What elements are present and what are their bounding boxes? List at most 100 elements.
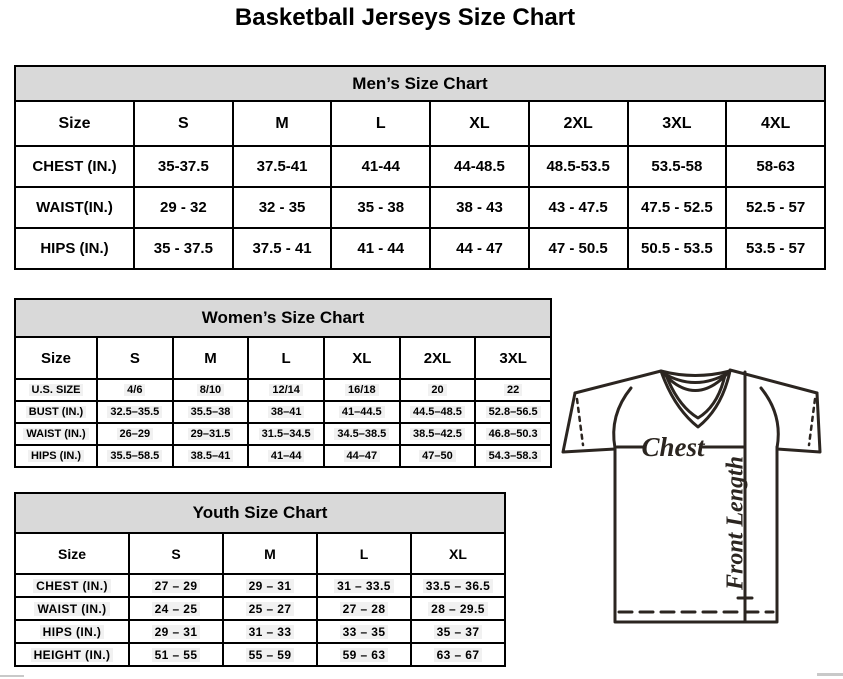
women-cell: 52.8–56.5 [474, 400, 552, 424]
women-column-header: 3XL [474, 336, 552, 380]
youth-column-header: XL [410, 532, 506, 575]
men-cell: 35-37.5 [133, 145, 234, 188]
men-cell: 53.5 - 57 [725, 227, 826, 270]
jersey-outline [561, 368, 822, 624]
women-row-label: U.S. SIZE [14, 378, 98, 402]
youth-cell: 28 – 29.5 [410, 596, 506, 621]
women-cell: 12/14 [247, 378, 325, 402]
women-cell: 35.5–38 [171, 400, 250, 424]
women-cell: 35.5–58.5 [96, 444, 174, 468]
youth-caption: Youth Size Chart [14, 492, 506, 534]
women-column-header: M [171, 336, 250, 380]
women-cell: 29–31.5 [171, 422, 250, 446]
men-row-label: HIPS (IN.) [14, 227, 135, 270]
womens-size-chart-table: Women’s Size Chart Size S M L XL 2XL 3XL U.S. SI… [14, 298, 552, 468]
jersey-measurement-diagram: Chest Front Length [561, 368, 822, 624]
women-column-header: L [247, 336, 325, 380]
men-cell: 44 - 47 [429, 227, 530, 270]
left-cuff-stitch-line [575, 397, 585, 447]
women-column-header: XL [322, 336, 401, 380]
women-cell: 46.8–50.3 [474, 422, 552, 446]
men-table-row: CHEST (IN.) 35-37.5 37.5-41 41-44 44-48.5 48.… [14, 145, 826, 188]
youth-cell: 59 – 63 [316, 642, 412, 667]
women-cell: 38.5–42.5 [398, 422, 477, 446]
men-cell: 43 - 47.5 [527, 186, 629, 229]
men-cell: 29 - 32 [133, 186, 234, 229]
men-cell: 44-48.5 [429, 145, 530, 188]
youth-column-header: M [222, 532, 318, 575]
women-cell: 26–29 [96, 422, 174, 446]
bottom-left-artifact-bar [0, 675, 24, 677]
women-cell: 47–50 [398, 444, 477, 468]
women-column-header: 2XL [398, 336, 477, 380]
men-column-header: XL [429, 100, 530, 147]
women-table-row: BUST (IN.) 32.5–35.5 35.5–38 38–41 41–44.5 44… [14, 400, 552, 424]
men-caption: Men’s Size Chart [14, 65, 826, 102]
women-table-row: WAIST (IN.) 26–29 29–31.5 31.5–34.5 34.5–38.… [14, 422, 552, 446]
women-cell: 4/6 [96, 378, 174, 402]
women-cell: 38.5–41 [171, 444, 250, 468]
youth-table: Youth Size Chart Size S M L XL CHEST (IN.) 27 –… [14, 492, 506, 667]
men-cell: 48.5-53.5 [527, 145, 629, 188]
women-column-header: S [96, 336, 174, 380]
men-cell: 35 - 37.5 [133, 227, 234, 270]
men-cell: 53.5-58 [626, 145, 728, 188]
women-column-header: Size [14, 336, 98, 380]
men-table-row: HIPS (IN.) 35 - 37.5 37.5 - 41 41 - 44 44 - … [14, 227, 826, 270]
men-column-header: Size [14, 100, 135, 147]
men-column-header: L [330, 100, 432, 147]
women-cell: 54.3–58.3 [474, 444, 552, 468]
women-cell: 8/10 [171, 378, 250, 402]
chest-label: Chest [641, 432, 706, 462]
women-cell: 41–44.5 [322, 400, 401, 424]
youth-cell: 31 – 33 [222, 619, 318, 644]
youth-size-chart-table: Youth Size Chart Size S M L XL CHEST (IN.) 27 –… [14, 492, 506, 667]
youth-cell: 51 – 55 [128, 642, 224, 667]
men-cell: 47 - 50.5 [527, 227, 629, 270]
women-cell: 38–41 [247, 400, 325, 424]
women-caption: Women’s Size Chart [14, 298, 552, 338]
men-column-header: M [231, 100, 333, 147]
men-column-header: S [133, 100, 234, 147]
youth-row-label: CHEST (IN.) [14, 573, 130, 598]
youth-cell: 24 – 25 [128, 596, 224, 621]
men-column-header: 2XL [527, 100, 629, 147]
youth-cell: 27 – 28 [316, 596, 412, 621]
women-table: Women’s Size Chart Size S M L XL 2XL 3XL U.S. SI… [14, 298, 552, 468]
youth-column-header: S [128, 532, 224, 575]
youth-cell: 27 – 29 [128, 573, 224, 598]
bottom-right-artifact-bar [817, 673, 843, 676]
youth-row-label: HEIGHT (IN.) [14, 642, 130, 667]
youth-cell: 63 – 67 [410, 642, 506, 667]
youth-column-header: Size [14, 532, 130, 575]
men-cell: 37.5-41 [231, 145, 333, 188]
women-row-label: HIPS (IN.) [14, 444, 98, 468]
women-cell: 44–47 [322, 444, 401, 468]
youth-table-row: HIPS (IN.) 29 – 31 31 – 33 33 – 35 35 – 37 [14, 619, 506, 644]
mens-size-chart-table: Men’s Size Chart Size S M L XL 2XL 3XL 4XL CHEST … [14, 65, 826, 270]
women-cell: 34.5–38.5 [322, 422, 401, 446]
right-cuff-stitch-line [807, 397, 817, 447]
men-table-row: WAIST(IN.) 29 - 32 32 - 35 35 - 38 38 - 43 43… [14, 186, 826, 229]
men-cell: 52.5 - 57 [725, 186, 826, 229]
women-table-row: HIPS (IN.) 35.5–58.5 38.5–41 41–44 44–47 47–5… [14, 444, 552, 468]
men-cell: 35 - 38 [330, 186, 432, 229]
women-cell: 41–44 [247, 444, 325, 468]
women-cell: 32.5–35.5 [96, 400, 174, 424]
men-cell: 37.5 - 41 [231, 227, 333, 270]
women-cell: 20 [398, 378, 477, 402]
men-cell: 50.5 - 53.5 [626, 227, 728, 270]
women-cell: 16/18 [322, 378, 401, 402]
youth-cell: 29 – 31 [222, 573, 318, 598]
youth-cell: 25 – 27 [222, 596, 318, 621]
youth-cell: 35 – 37 [410, 619, 506, 644]
youth-cell: 33 – 35 [316, 619, 412, 644]
page-title: Basketball Jerseys Size Chart [234, 4, 576, 31]
women-cell: 22 [474, 378, 552, 402]
women-cell: 44.5–48.5 [398, 400, 477, 424]
men-cell: 41 - 44 [330, 227, 432, 270]
men-column-header: 4XL [725, 100, 826, 147]
front-length-measure-line [736, 370, 754, 624]
youth-cell: 29 – 31 [128, 619, 224, 644]
